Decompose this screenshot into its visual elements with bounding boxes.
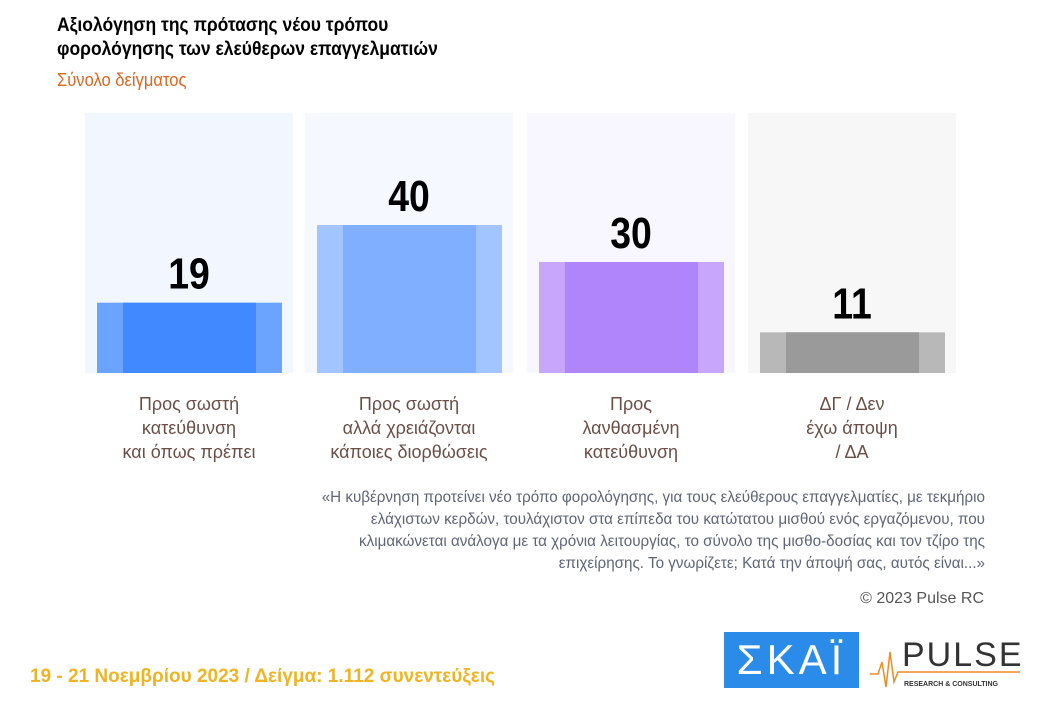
category-label-line: / ΔΑ <box>835 442 869 462</box>
category-label-line: Προς σωστή <box>358 394 460 414</box>
category-label-line: αλλά χρειάζονται <box>342 418 476 438</box>
data-label: 11 <box>832 278 872 328</box>
category-label: Προς σωστή κατεύθυνση και όπως πρέπει <box>85 392 293 464</box>
bar-core <box>123 302 256 373</box>
category-label-line: έχω άποψη <box>806 418 898 438</box>
bar-chart: 19 40 30 11 <box>85 113 956 373</box>
copyright: © 2023 Pulse RC <box>860 590 984 607</box>
svg-text:PULSE: PULSE <box>902 636 1024 674</box>
question-text: «Η κυβέρνηση προτείνει νέο τρόπο φορολόγ… <box>321 489 985 572</box>
category-label: ΔΓ / Δεν έχω άποψη / ΔΑ <box>748 392 956 464</box>
bar-core <box>565 262 698 373</box>
category-label-line: ΔΓ / Δεν <box>819 394 885 414</box>
category-label: Προς λανθασμένη κατεύθυνση <box>527 392 735 464</box>
category-label-line: Προς <box>610 394 652 414</box>
category-label-line: λανθασμένη <box>582 418 680 438</box>
bar-core <box>343 225 476 373</box>
data-label: 40 <box>388 171 430 221</box>
category-label-line: κατεύθυνση <box>141 418 237 438</box>
pulse-logo: PULSE RESEARCH & CONSULTING <box>870 636 1024 688</box>
svg-text:RESEARCH & CONSULTING: RESEARCH & CONSULTING <box>904 681 999 688</box>
category-label-line: και όπως πρέπει <box>122 442 256 462</box>
skai-logo: ΣΚΑΪ <box>724 632 859 688</box>
chart-title: Αξιολόγηση της πρότασης νέου τρόπου φορο… <box>57 14 438 62</box>
category-label-line: κάποιες διορθώσεις <box>330 442 488 462</box>
chart-subtitle: Σύνολο δείγματος <box>57 70 187 90</box>
title-line-1: Αξιολόγηση της πρότασης νέου τρόπου <box>57 15 389 36</box>
category-label-line: κατεύθυνση <box>583 442 679 462</box>
category-label-line: Προς σωστή <box>138 394 240 414</box>
title-line-2: φορολόγησης των ελεύθερων επαγγελματιών <box>57 39 438 60</box>
footer-info: 19 - 21 Νοεμβρίου 2023 / Δείγμα: 1.112 σ… <box>30 666 495 687</box>
bar-core <box>786 332 919 373</box>
column-background <box>748 113 956 373</box>
data-label: 30 <box>610 208 652 258</box>
data-label: 19 <box>168 249 210 299</box>
category-label: Προς σωστή αλλά χρειάζονται κάποιες διορθώ… <box>305 392 513 464</box>
